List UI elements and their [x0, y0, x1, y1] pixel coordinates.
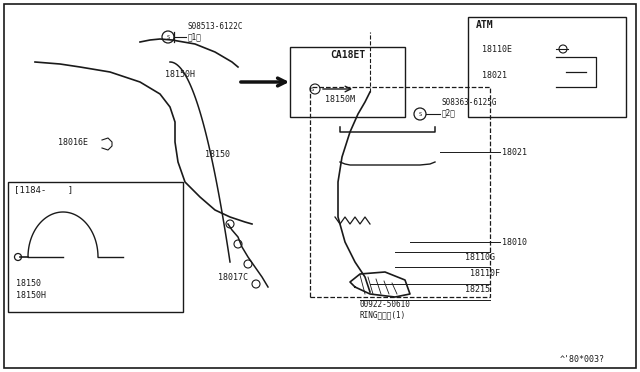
Text: 18110G: 18110G [465, 253, 495, 262]
Text: 18010: 18010 [502, 237, 527, 247]
Bar [8, 182, 183, 312]
Text: S: S [419, 112, 422, 116]
Text: S08513-6122C
（1）: S08513-6122C （1） [188, 22, 243, 42]
Text: 18150H: 18150H [165, 70, 195, 78]
Text: ATM: ATM [476, 20, 493, 30]
Text: 18110E: 18110E [482, 45, 512, 54]
Bar [468, 17, 626, 117]
Text: 18016E: 18016E [58, 138, 88, 147]
Text: ^'80*003?: ^'80*003? [560, 356, 605, 365]
Text: 18017C: 18017C [218, 273, 248, 282]
Text: 00922-50610
RINGリング(1): 00922-50610 RINGリング(1) [360, 300, 411, 320]
Text: S08363-6125G
（2）: S08363-6125G （2） [442, 98, 497, 118]
Text: 18150M: 18150M [325, 94, 355, 103]
Text: 18150: 18150 [205, 150, 230, 158]
Text: CA18ET: CA18ET [330, 50, 365, 60]
Text: 18215: 18215 [465, 285, 490, 295]
Bar [310, 87, 490, 297]
Text: 18021: 18021 [502, 148, 527, 157]
Text: S: S [166, 35, 170, 39]
Text: S: S [310, 87, 314, 92]
Text: [1184-    ]: [1184- ] [14, 186, 73, 195]
Text: 18110F: 18110F [470, 269, 500, 278]
Text: 18150: 18150 [16, 279, 41, 289]
Text: 18021: 18021 [482, 71, 507, 80]
Text: 18150H: 18150H [16, 292, 46, 301]
Bar [290, 47, 405, 117]
